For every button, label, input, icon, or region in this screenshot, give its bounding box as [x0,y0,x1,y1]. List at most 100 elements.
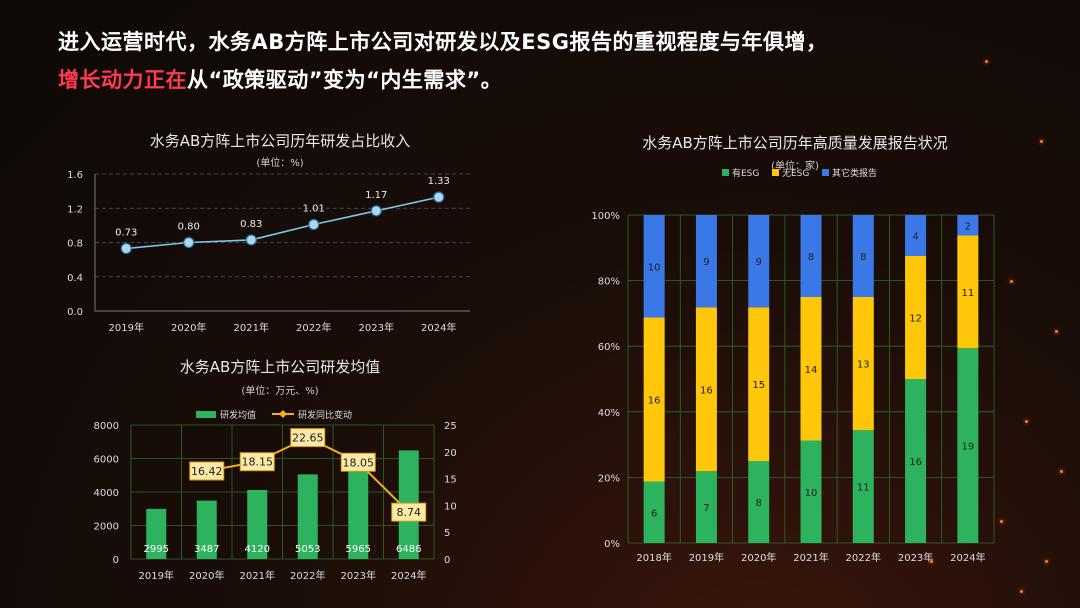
chart1-ytick: 1.6 [67,170,83,181]
chart3-legend-swatch [772,169,779,176]
spark [1060,470,1063,473]
chart2-unit: (单位：万元、%) [241,386,319,397]
spark [1045,560,1048,563]
chart2-xtick: 2021年 [240,569,275,582]
chart3-segment [905,215,927,256]
chart3-segment [643,317,665,482]
chart2-ytick-left: 2000 [94,522,119,533]
chart3-segment [748,215,770,308]
chart1-data-label: 1.01 [303,204,325,215]
chart2-ytick-left: 8000 [94,421,119,432]
chart2-ytick-left: 6000 [94,455,119,466]
chart3-segment-label: 19 [961,442,974,453]
chart3-xtick: 2023年 [898,551,933,564]
chart3-segment [695,471,717,543]
chart2-bar [247,489,268,559]
chart3-segment-label: 10 [805,488,818,499]
headline-rest: 从“政策驱动”变为“内生需求”。 [187,68,503,92]
chart3-ytick: 100% [591,211,620,222]
chart1-unit: (单位：%) [256,158,304,169]
chart2-line-label-box [239,452,275,472]
chart2-bar [196,500,217,559]
spark [1010,280,1013,283]
chart3-segment-label: 7 [703,503,709,514]
chart2-xtick: 2020年 [189,569,224,582]
chart1-line [126,196,439,250]
chart3-ytick: 0% [604,539,620,550]
chart1-ytick: 0.0 [67,307,83,318]
chart3-segment-label: 8 [808,252,814,263]
headline-highlight: 增长动力正在 [58,68,187,92]
chart1-ytick: 0.8 [67,239,83,250]
chart2-bar-label: 2995 [144,544,169,555]
chart1-point [120,242,132,255]
spark [1025,420,1028,423]
chart3-segment-label: 2 [965,221,971,232]
chart1-point [245,234,257,246]
chart3-legend-label: 无ESG [782,168,809,179]
chart2-xtick: 2023年 [341,569,376,582]
chart3-segment-label: 11 [857,483,870,494]
spark [1020,590,1023,593]
chart3-segment [800,440,822,543]
chart2-line-label-box [340,452,376,472]
chart3-segment-label: 9 [703,257,709,268]
chart3-segment [905,256,927,379]
chart3-segment-label: 6 [651,508,657,519]
chart1-xtick: 2020年 [171,321,206,334]
chart3-segment-label: 16 [700,385,713,396]
chart2-line-label: 8.74 [397,506,422,519]
chart3-legend-swatch [822,169,829,176]
chart2-xtick: 2024年 [391,569,426,582]
chart1-xtick: 2019年 [109,321,144,334]
chart3-segment [748,461,770,543]
chart2-bar-label: 4120 [245,544,270,555]
chart3-segment [800,297,822,441]
chart2-line-label-box [391,502,427,522]
headline-line2: 增长动力正在从“政策驱动”变为“内生需求”。 [58,64,502,94]
chart3-ytick: 60% [598,342,620,353]
chart2-line-label-box [189,461,225,481]
chart3-segment-label: 8 [860,252,866,263]
chart3-segment [852,297,874,431]
chart1-xtick: 2022年 [296,321,331,334]
chart1-xtick: 2021年 [234,321,269,334]
spark [1055,330,1058,333]
chart1-point [183,236,195,249]
chart1-ytick: 1.2 [67,204,83,215]
chart2-bar-label: 5965 [346,544,371,555]
chart3-segment [695,215,717,308]
chart1-point [370,205,382,217]
chart1-data-label: 1.17 [365,190,387,201]
chart1-data-label: 1.33 [428,176,450,187]
spark [985,60,988,63]
chart3-title: 水务AB方阵上市公司历年高质量发展报告状况 [642,134,948,152]
chart2-line-label: 18.15 [242,456,274,469]
chart3-legend-label: 其它类报告 [832,167,877,179]
chart3-ytick: 20% [598,473,620,484]
chart2-bar-label: 6486 [396,544,421,555]
chart3-segment [852,215,874,297]
chart2-legend-label: 研发同比变动 [298,409,352,421]
chart2-legend-marker [279,410,287,418]
chart2-bar [146,508,167,559]
chart3-segment [643,215,665,318]
chart1-xtick: 2024年 [421,321,456,334]
chart2-legend-swatch-bar [196,411,216,418]
chart3-segment [695,307,717,472]
chart1-title: 水务AB方阵上市公司历年研发占比收入 [149,132,411,150]
chart2-line-label-box [290,428,326,448]
chart3-segment-label: 16 [648,396,661,407]
chart3-segment-label: 16 [909,457,922,468]
chart3-segment [957,348,979,543]
spark [1040,140,1043,143]
headline-line1: 进入运营时代，水务AB方阵上市公司对研发以及ESG报告的重视程度与年俱增， [58,30,828,54]
chart1-data-label: 0.83 [240,219,262,230]
chart2-ytick-right: 20 [444,448,457,459]
chart3-xtick: 2024年 [950,551,985,564]
chart3-unit: (单位：家) [771,161,819,172]
chart3-xtick: 2018年 [636,551,671,564]
chart3-legend-swatch [722,169,729,176]
chart2-line-label: 16.42 [191,465,223,478]
